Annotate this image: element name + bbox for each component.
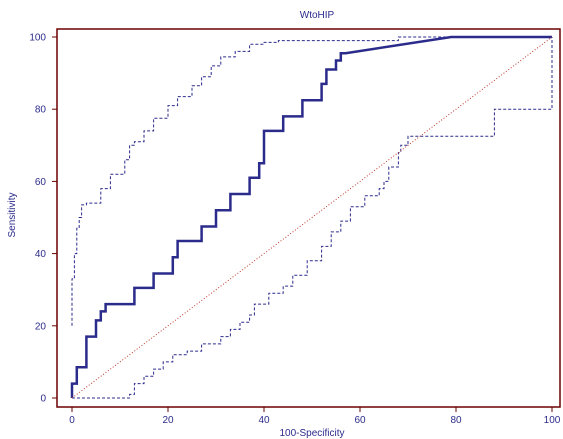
x-tick-label: 60 [354, 415, 366, 426]
y-tick-label: 20 [35, 321, 47, 332]
plot-frame [56, 28, 561, 408]
x-tick-label: 80 [450, 415, 462, 426]
plot-area [70, 35, 553, 399]
x-tick-label: 40 [258, 415, 270, 426]
x-axis-title: 100-Specificity [279, 428, 344, 439]
reference-diagonal-line [71, 36, 553, 399]
y-tick-label: 40 [35, 249, 47, 260]
y-axis-title: Sensitivity [7, 192, 18, 237]
y-tick-label: 0 [40, 394, 46, 405]
roc-curve-line [70, 35, 552, 398]
ci-upper-line [71, 36, 552, 326]
x-tick-label: 100 [544, 415, 561, 426]
y-tick-label: 60 [35, 177, 47, 188]
axes: 0 20 40 60 80 100 0 20 40 60 80 100 [29, 28, 561, 426]
x-tick-label: 0 [69, 415, 75, 426]
x-tick-label: 20 [162, 415, 174, 426]
y-tick-label: 100 [29, 33, 46, 44]
ci-lower-line [72, 37, 553, 399]
y-tick-label: 80 [35, 105, 47, 116]
chart-title: WtoHIP [300, 10, 335, 21]
